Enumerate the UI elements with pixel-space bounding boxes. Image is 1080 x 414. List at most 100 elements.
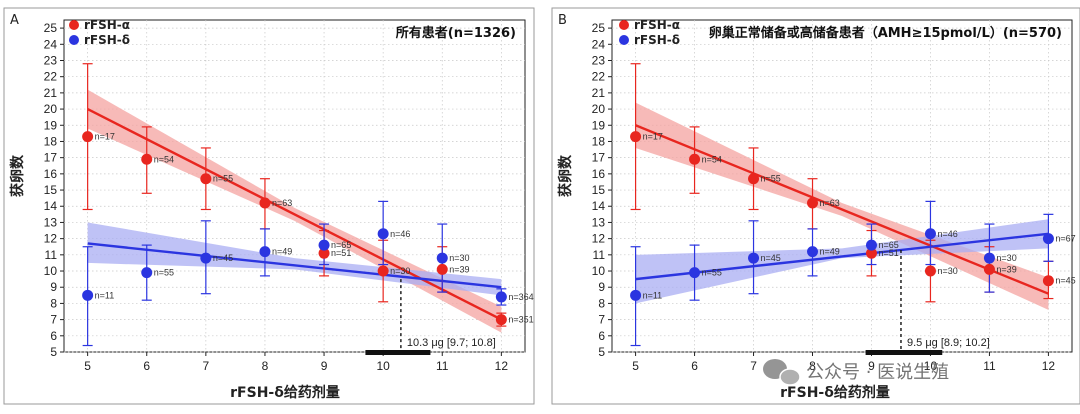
- delta-n-label: n=49: [820, 247, 840, 257]
- delta-data-point: [748, 252, 760, 264]
- legend-label-delta: rFSH-δ: [634, 33, 680, 47]
- alpha-data-point: [924, 265, 936, 277]
- alpha-n-label: n=55: [213, 174, 233, 184]
- delta-n-label: n=55: [154, 268, 174, 278]
- x-tick-label: 7: [750, 359, 757, 373]
- x-tick-label: 8: [262, 359, 269, 373]
- y-tick-label: 7: [50, 313, 57, 327]
- delta-n-label: n=11: [95, 290, 115, 300]
- alpha-data-point: [689, 153, 701, 165]
- y-tick-label: 21: [44, 86, 58, 100]
- y-tick-label: 21: [592, 86, 606, 100]
- alpha-n-label: n=51: [331, 248, 351, 258]
- panel-letter: B: [558, 13, 567, 28]
- delta-data-point: [200, 252, 212, 264]
- delta-n-label: n=45: [761, 253, 781, 263]
- x-tick-label: 10: [924, 359, 938, 373]
- alpha-confidence-band: [635, 102, 1049, 310]
- panel-subtitle: 卵巢正常储备或高储备患者（AMH≥15pmol/L）(n=570): [709, 25, 1062, 41]
- y-tick-label: 22: [592, 70, 606, 84]
- y-tick-label: 8: [50, 296, 57, 310]
- legend-label-alpha: rFSH-α: [84, 18, 130, 32]
- alpha-n-label: n=30: [937, 266, 957, 276]
- x-tick-label: 11: [436, 359, 449, 373]
- panel-frame: [551, 7, 1080, 405]
- x-tick-label: 9: [868, 359, 875, 373]
- alpha-data-point: [865, 247, 877, 259]
- alpha-n-label: n=45: [1055, 276, 1075, 286]
- y-tick-label: 23: [592, 53, 606, 67]
- x-tick-label: 9: [321, 359, 328, 373]
- legend-marker-alpha: [619, 20, 629, 30]
- delta-data-point: [82, 289, 94, 301]
- alpha-n-label: n=17: [95, 132, 115, 142]
- delta-data-point: [865, 239, 877, 251]
- legend-label-alpha: rFSH-α: [634, 18, 680, 32]
- delta-data-point: [1042, 233, 1054, 245]
- y-tick-label: 7: [598, 313, 605, 327]
- y-tick-label: 12: [44, 232, 58, 246]
- legend-marker-delta: [619, 35, 629, 45]
- delta-data-point: [259, 246, 271, 258]
- delta-fit-line: [87, 242, 502, 289]
- delta-n-label: n=46: [390, 229, 410, 239]
- x-tick-label: 5: [84, 359, 91, 373]
- y-tick-label: 11: [45, 248, 58, 262]
- alpha-n-label: n=39: [449, 264, 469, 274]
- delta-n-label: n=65: [331, 240, 351, 250]
- y-axis-title: 获卵数: [557, 154, 574, 197]
- x-tick-label: 7: [203, 359, 210, 373]
- x-tick-label: 6: [143, 359, 150, 373]
- alpha-data-point: [436, 263, 448, 275]
- y-tick-label: 19: [592, 118, 606, 132]
- y-tick-label: 18: [44, 134, 58, 148]
- y-tick-label: 16: [592, 167, 606, 181]
- y-tick-label: 15: [44, 183, 58, 197]
- alpha-n-label: n=30: [390, 266, 410, 276]
- delta-data-point: [924, 228, 936, 240]
- y-tick-label: 25: [44, 21, 58, 35]
- delta-n-label: n=30: [449, 253, 469, 263]
- delta-data-point: [495, 291, 507, 303]
- delta-data-point: [689, 267, 701, 279]
- y-tick-label: 18: [592, 134, 606, 148]
- legend-label-delta: rFSH-δ: [84, 33, 130, 47]
- x-tick-label: 12: [1042, 359, 1056, 373]
- alpha-fit-line: [635, 124, 1049, 295]
- y-tick-label: 9: [50, 280, 57, 294]
- panel-subtitle: 所有患者(n=1326): [396, 25, 516, 41]
- delta-data-point: [141, 267, 153, 279]
- delta-n-label: n=11: [643, 290, 663, 300]
- panel-letter: A: [10, 13, 19, 28]
- y-tick-label: 14: [592, 199, 606, 213]
- x-tick-label: 8: [809, 359, 816, 373]
- chart-panel-b: B 5 6 7 8 9 10 11 12 13 14 15 16 17 18 19 20 21 22 23 24 25 5 6…: [551, 7, 1080, 405]
- y-tick-label: 5: [50, 345, 57, 359]
- delta-confidence-band: [635, 219, 1049, 304]
- x-tick-label: 11: [983, 359, 996, 373]
- y-tick-label: 23: [44, 53, 58, 67]
- alpha-n-label: n=54: [702, 154, 722, 164]
- alpha-data-point: [259, 197, 271, 209]
- legend-marker-delta: [69, 35, 79, 45]
- delta-n-label: n=67: [1055, 234, 1075, 244]
- delta-n-label: n=30: [996, 253, 1016, 263]
- delta-n-label: n=65: [878, 240, 898, 250]
- alpha-data-point: [630, 131, 642, 143]
- delta-data-point: [436, 252, 448, 264]
- y-tick-label: 25: [592, 21, 606, 35]
- delta-n-label: n=49: [272, 247, 292, 257]
- alpha-data-point: [200, 173, 212, 185]
- alpha-data-point: [1042, 275, 1054, 287]
- alpha-n-label: n=63: [820, 198, 840, 208]
- alpha-n-label: n=351: [508, 315, 533, 325]
- delta-n-label: n=45: [213, 253, 233, 263]
- y-tick-label: 13: [44, 215, 58, 229]
- panel-frame: [3, 7, 535, 405]
- plot-area: [611, 19, 1073, 353]
- x-tick-label: 5: [632, 359, 639, 373]
- y-axis-title: 获卵数: [9, 154, 26, 197]
